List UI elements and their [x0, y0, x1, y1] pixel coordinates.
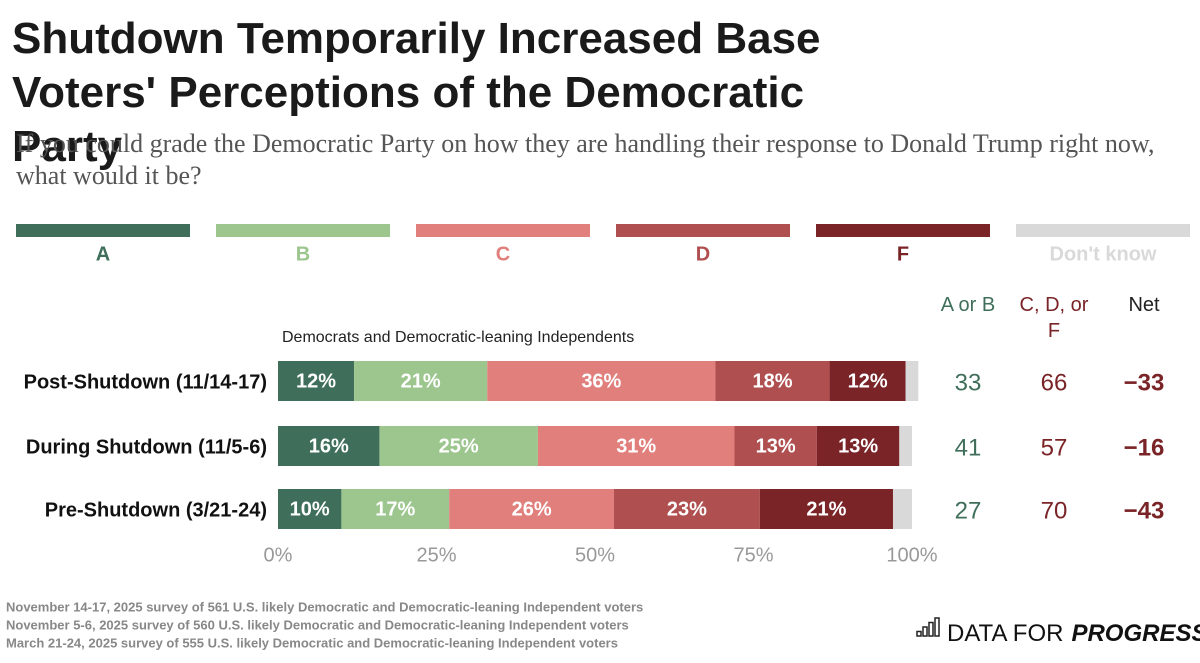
summary-value: −16	[1124, 434, 1165, 461]
legend-swatch	[416, 224, 590, 237]
category-label: Pre-Shutdown (3/21-24)	[45, 499, 267, 521]
logo-icon	[934, 617, 940, 637]
summary-value: −43	[1124, 497, 1165, 524]
data-label: 23%	[667, 498, 707, 520]
legend-swatch	[216, 224, 390, 237]
data-label: 21%	[806, 498, 846, 520]
data-label: 17%	[375, 498, 415, 520]
summary-value: 27	[955, 497, 982, 524]
legend-swatch	[816, 224, 990, 237]
bar-segment	[614, 489, 760, 529]
bar-segment	[759, 489, 893, 529]
summary-value: 66	[1041, 369, 1068, 396]
data-label: 13%	[838, 435, 878, 457]
x-tick-label: 25%	[416, 544, 456, 566]
bar-segment	[905, 361, 919, 401]
bar-segment	[341, 489, 450, 529]
bar-segment	[379, 426, 538, 466]
bar-segment	[816, 426, 900, 466]
bar-segment	[892, 489, 912, 529]
footnote: March 21-24, 2025 survey of 555 U.S. lik…	[6, 635, 618, 650]
summary-value: 33	[955, 369, 982, 396]
legend-label: D	[696, 243, 710, 265]
legend-swatch	[1016, 224, 1190, 237]
bar-segment	[487, 361, 716, 401]
legend-label: C	[496, 243, 510, 265]
data-label: 25%	[439, 435, 479, 457]
category-label: Post-Shutdown (11/14-17)	[24, 371, 267, 393]
legend-label: Don't know	[1050, 243, 1157, 265]
column-header: C, D, or F	[1019, 294, 1089, 342]
logo: DATA FOR PROGRESS	[916, 617, 1200, 647]
column-header: A or B	[940, 294, 996, 316]
x-tick-label: 50%	[575, 544, 615, 566]
summary-value: 70	[1041, 497, 1068, 524]
legend-swatch	[616, 224, 790, 237]
x-tick-label: 0%	[264, 544, 293, 566]
data-label: 36%	[581, 370, 621, 392]
logo-word: DATA FOR	[947, 620, 1063, 647]
summary-value: −33	[1124, 369, 1165, 396]
logo-text: DATA FOR PROGRESS	[947, 620, 1200, 647]
data-label: 18%	[753, 370, 793, 392]
category-label: During Shutdown (11/5-6)	[26, 436, 267, 458]
data-label: 13%	[756, 435, 796, 457]
legend-label: A	[96, 243, 110, 265]
x-tick-label: 100%	[886, 544, 937, 566]
bar-segment	[734, 426, 817, 466]
data-label: 21%	[401, 370, 441, 392]
data-label: 31%	[616, 435, 656, 457]
logo-icon	[922, 626, 928, 637]
logo-icon	[916, 630, 922, 637]
bar-segment	[829, 361, 906, 401]
legend-label: F	[897, 243, 909, 265]
legend-swatch	[16, 224, 190, 237]
bar-segment	[715, 361, 830, 401]
bar-segment	[899, 426, 912, 466]
footnote: November 5-6, 2025 survey of 560 U.S. li…	[6, 617, 629, 632]
summary-value: 57	[1041, 434, 1068, 461]
chart-title: Shutdown Temporarily Increased Base Vote…	[12, 14, 821, 171]
chart-subtitle: If you could grade the Democratic Party …	[16, 129, 1155, 190]
data-label: 10%	[290, 498, 330, 520]
annotation: Democrats and Democratic-leaning Indepen…	[282, 329, 634, 346]
legend-label: B	[296, 243, 310, 265]
summary-value: 41	[955, 434, 982, 461]
bar-segment	[354, 361, 488, 401]
data-label: 12%	[848, 370, 888, 392]
footnote: November 14-17, 2025 survey of 561 U.S. …	[6, 599, 643, 614]
x-tick-label: 75%	[733, 544, 773, 566]
bar-segment	[449, 489, 615, 529]
data-label: 16%	[309, 435, 349, 457]
logo-icon	[928, 621, 934, 637]
bar-segment	[278, 489, 342, 529]
bar-segment	[537, 426, 735, 466]
logo-word: PROGRESS	[1071, 620, 1200, 647]
bar-segment	[278, 361, 355, 401]
data-label: 26%	[512, 498, 552, 520]
bar-segment	[278, 426, 380, 466]
data-label: 12%	[296, 370, 336, 392]
column-header: Net	[1128, 294, 1160, 316]
